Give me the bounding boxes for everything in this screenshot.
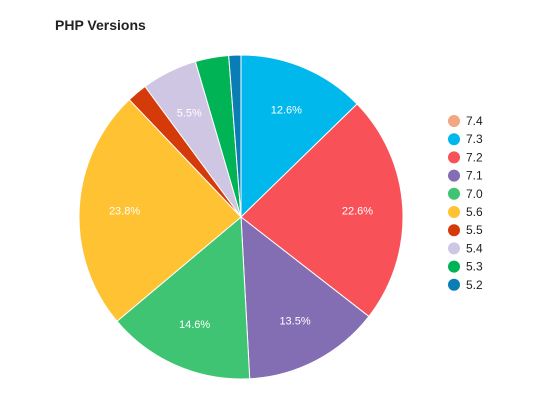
legend-label-5-4[interactable]: 5.4 (466, 241, 483, 255)
legend-swatch-5-5[interactable] (448, 224, 460, 237)
legend-swatch-7-3[interactable] (448, 133, 460, 146)
legend-label-5-3[interactable]: 5.3 (466, 260, 483, 274)
legend-swatch-5-2[interactable] (448, 278, 460, 291)
legend-label-7-0[interactable]: 7.0 (466, 187, 483, 201)
legend-swatch-5-4[interactable] (448, 242, 460, 255)
chart-title: PHP Versions (55, 17, 146, 33)
slice-label-7-1: 13.5% (279, 315, 310, 327)
legend-swatch-7-2[interactable] (448, 151, 460, 164)
legend-label-7-3[interactable]: 7.3 (466, 132, 483, 146)
legend-swatch-5-6[interactable] (448, 206, 460, 218)
legend-label-5-2[interactable]: 5.2 (466, 278, 483, 292)
legend-label-7-4[interactable]: 7.4 (466, 114, 483, 128)
pie-slice-7-2 (240, 103, 404, 318)
legend-label-7-1[interactable]: 7.1 (466, 169, 483, 183)
slice-label-7-2: 22.6% (342, 206, 373, 218)
legend-label-7-2[interactable]: 7.2 (466, 150, 483, 164)
pie-slice-7-3 (240, 54, 358, 219)
pie-slices (78, 54, 404, 380)
pie-slice-5-2 (228, 54, 242, 218)
legend-label-5-5[interactable]: 5.5 (466, 223, 483, 237)
legend-label-5-6[interactable]: 5.6 (466, 205, 483, 219)
slice-label-5-4: 5.5% (177, 107, 202, 119)
legend-swatch-5-3[interactable] (448, 260, 460, 273)
legend: 7.4 7.3 7.2 7.1 7.0 5.6 5.5 5.4 5.3 5.2 (448, 114, 483, 292)
slice-label-7-0: 14.6% (179, 319, 210, 331)
slice-label-7-3: 12.6% (271, 105, 302, 117)
legend-swatch-7-1[interactable] (448, 169, 460, 182)
legend-swatch-7-4[interactable] (448, 115, 460, 127)
pie-slice-7-0 (116, 215, 251, 380)
pie-slice-7-1 (240, 215, 370, 380)
pie-slice-5-6 (78, 98, 242, 322)
slice-labels: 12.6% 22.6% 13.5% 14.6% 23.8% 5.5% (109, 105, 373, 331)
legend-swatch-7-0[interactable] (448, 187, 460, 200)
slice-label-5-6: 23.8% (109, 206, 140, 218)
